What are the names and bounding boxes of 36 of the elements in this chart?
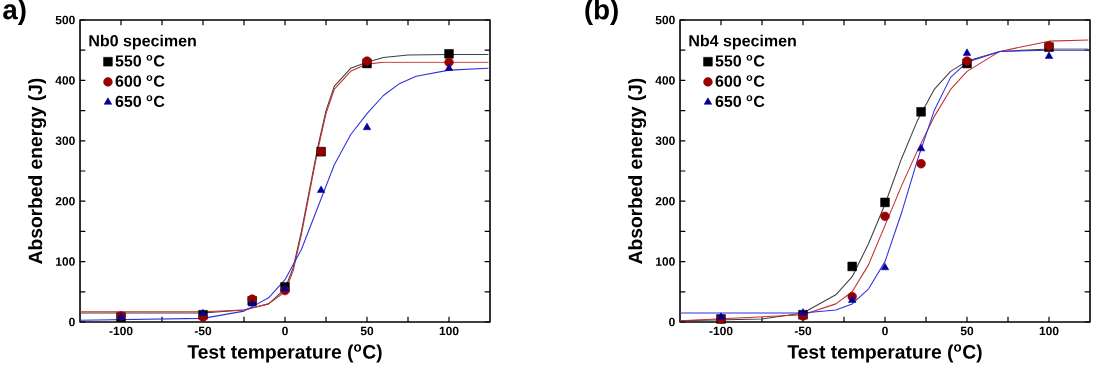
y-tick-label: 300 [655,136,675,146]
y-tick-label: 100 [656,257,675,266]
y-axis-title: Absorbed energy (J) [628,78,647,264]
legend-title: Nb4 specimen [689,34,796,50]
legend-label: 550 $^{o}$C [715,54,765,67]
legend-label: 550 $^{o}$C [115,54,165,67]
x-tick-label: 100 [1039,326,1059,336]
y-axis-title: Absorbed energy (J) [28,78,47,264]
chart-title: a) [3,0,26,25]
chart-title: (b) [585,0,618,25]
legend-label: 600 $^{o}$C [715,75,765,87]
y-tick-label: 0 [69,317,75,327]
y-tick-label: 0 [669,317,675,327]
x-tick-label: 0 [882,326,888,336]
x-tick-label: -50 [794,326,812,336]
legend-label: 650 $^{o}$C [715,95,765,108]
x-tick-label: 50 [360,326,374,336]
x-tick-label: -100 [709,326,733,336]
legend-label: 600 $^{o}$C [115,75,165,87]
y-tick-label: 200 [655,196,675,206]
x-axis-title: Test temperature ($^{o}$C) [787,344,982,363]
x-axis-title: Test temperature ($^{o}$C) [187,344,382,363]
y-tick-label: 400 [55,76,75,85]
x-tick-label: -100 [109,326,133,336]
x-tick-label: -50 [194,326,212,336]
x-tick-label: 0 [282,326,288,336]
legend-title: Nb0 specimen [89,34,196,50]
y-tick-label: 300 [55,136,75,146]
legend-label: 650 $^{o}$C [115,95,165,108]
y-tick-label: 500 [655,15,675,25]
y-tick-label: 400 [655,76,675,85]
x-tick-label: 50 [960,326,974,336]
x-tick-label: 100 [439,326,459,336]
y-tick-label: 500 [55,15,75,25]
y-tick-label: 200 [55,196,75,206]
y-tick-label: 100 [56,257,75,266]
